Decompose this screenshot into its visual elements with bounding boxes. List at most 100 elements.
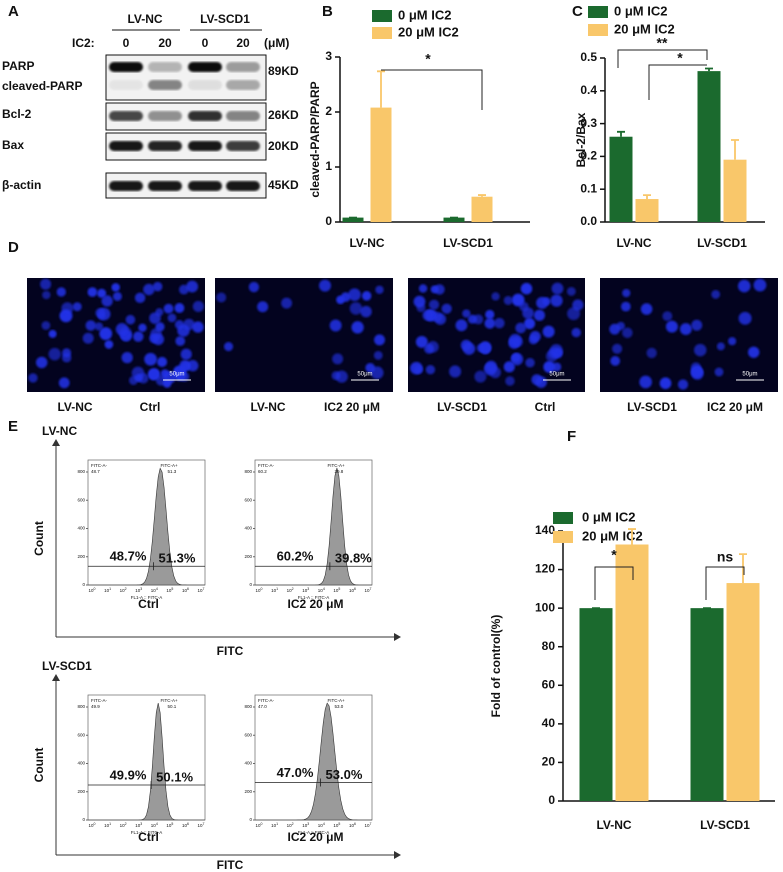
x-tick-label: 100 [89, 822, 96, 828]
cell-nucleus [542, 325, 555, 338]
y-tick-label: 120 [535, 562, 555, 576]
cell-nucleus [416, 303, 426, 313]
cell-nucleus [748, 346, 760, 358]
bar [726, 583, 760, 801]
x-tick-base: 10 [349, 588, 355, 593]
dose: 0 [123, 36, 130, 50]
x-tick-exponent: 4 [156, 822, 158, 826]
gate-name: FITC-A+ [161, 463, 178, 468]
gate [255, 778, 372, 787]
x-tick-label: 104 [318, 822, 325, 828]
cell-nucleus [336, 295, 345, 305]
y-tick-label: 0.2 [580, 149, 597, 163]
x-tick-label: 107 [198, 587, 205, 593]
y-tick-label: 200 [77, 554, 85, 559]
cell-nucleus [183, 318, 195, 331]
x-tick-exponent: 6 [354, 587, 356, 591]
x-tick-exponent: 7 [203, 587, 205, 591]
bar [615, 544, 649, 801]
blot-band [109, 181, 143, 191]
sample-condition: IC2 20 μM [287, 830, 343, 844]
cell-nucleus [427, 341, 439, 353]
cell-nucleus [175, 336, 186, 346]
gate-percent: 48.7% [110, 549, 147, 564]
gate-value: 51.3 [168, 469, 177, 474]
cell-nucleus [694, 343, 707, 357]
cell-nucleus [415, 335, 428, 348]
cell-nucleus [138, 323, 147, 332]
y-tick-label: 0.5 [580, 50, 597, 64]
x-tick-label: 107 [198, 822, 205, 828]
y-tick-label: 0.1 [580, 181, 597, 195]
x-tick-base: 10 [365, 588, 371, 593]
bar [690, 608, 724, 801]
significance-bracket [617, 49, 708, 68]
cell-nucleus [216, 292, 227, 303]
y-tick-label: 600 [244, 497, 252, 502]
significance-bracket [648, 64, 707, 100]
molecular-weight: 26KD [268, 108, 299, 122]
flow-group: LV-SCD1 [42, 659, 92, 673]
x-tick-exponent: 3 [307, 587, 309, 591]
cell-nucleus [28, 373, 38, 383]
x-tick-label: LV-NC [349, 236, 384, 250]
blot-band [188, 181, 222, 191]
blot-row-label: PARP [2, 59, 34, 73]
x-tick-base: 10 [318, 823, 324, 828]
x-tick-label: 106 [349, 822, 356, 828]
significance-bracket [594, 566, 634, 600]
x-tick-label: LV-SCD1 [443, 236, 493, 250]
error-bar [478, 194, 486, 197]
blot-band [226, 141, 260, 151]
dose-unit: (μM) [264, 36, 289, 50]
bar [370, 107, 392, 222]
y-tick-label: 200 [77, 789, 85, 794]
cell-nucleus [484, 318, 496, 329]
cell-nucleus [143, 283, 155, 296]
cell-nucleus [552, 362, 562, 372]
y-tick-label: 140 [535, 523, 555, 537]
cell-nucleus [162, 379, 172, 388]
bar [697, 71, 721, 223]
gate [88, 781, 205, 789]
cell-nucleus [533, 309, 546, 321]
cell-nucleus [348, 288, 361, 301]
x-tick-exponent: 1 [109, 822, 111, 826]
x-tick-label: 105 [333, 822, 340, 828]
x-tick-base: 10 [166, 823, 172, 828]
cell-nucleus [753, 278, 767, 292]
x-tick-exponent: 2 [125, 822, 127, 826]
y-tick-label: 600 [77, 497, 85, 502]
cell-nucleus [167, 313, 177, 323]
y-tick-label: 0 [325, 214, 332, 228]
y-tick-label: 400 [77, 761, 85, 766]
cell-nucleus [566, 286, 576, 296]
blot-band [226, 62, 260, 72]
blot-band [226, 80, 260, 90]
gate-percent: 51.3% [159, 551, 196, 566]
x-tick-label: 107 [365, 587, 372, 593]
molecular-weight: 20KD [268, 139, 299, 153]
x-tick-base: 10 [198, 588, 204, 593]
panel-letter: A [8, 3, 19, 20]
image-group: LV-NC [250, 400, 285, 414]
cell-nucleus [639, 375, 652, 389]
y-tick-label: 600 [244, 732, 252, 737]
cell-nucleus [332, 353, 344, 365]
cell-nucleus [128, 375, 138, 385]
cell-nucleus [82, 332, 94, 344]
group-label: LV-SCD1 [200, 12, 250, 26]
x-tick-label: 104 [318, 587, 325, 593]
y-tick-label: 800 [244, 469, 252, 474]
cell-nucleus [622, 288, 631, 298]
legend-label: 20 μM IC2 [614, 21, 675, 36]
x-tick-label: 100 [89, 587, 96, 593]
cell-nucleus [441, 303, 452, 314]
x-tick-exponent: 4 [323, 822, 325, 826]
blot-band [188, 80, 222, 90]
y-tick-label: 0 [249, 582, 252, 587]
image-condition: Ctrl [140, 400, 161, 414]
x-tick-base: 10 [302, 588, 308, 593]
scale-bar-label: 50μm [357, 372, 372, 378]
x-tick-exponent: 5 [338, 587, 340, 591]
